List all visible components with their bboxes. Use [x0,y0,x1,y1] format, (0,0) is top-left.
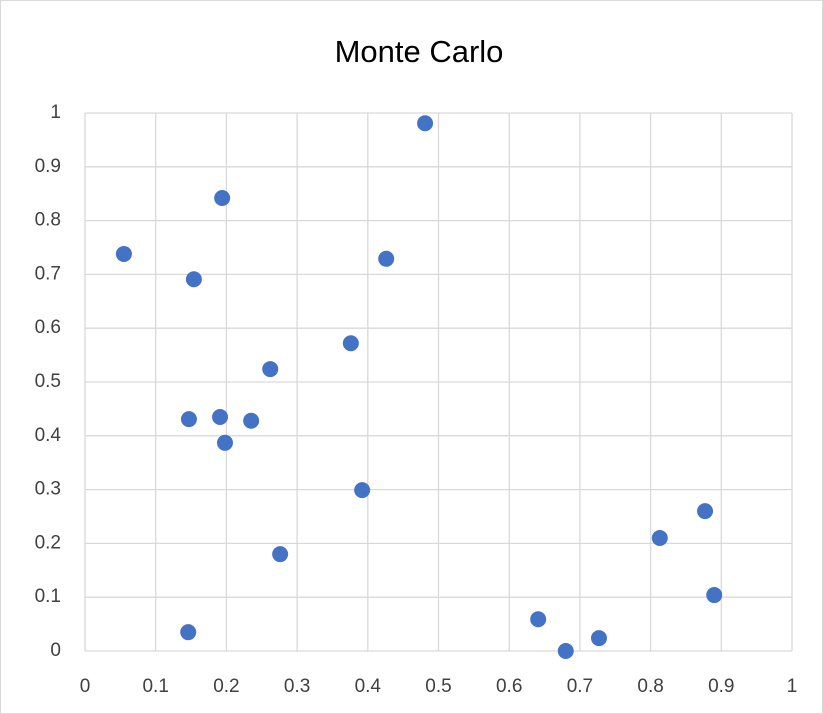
point [557,643,574,659]
x-tick-label: 0.9 [708,676,734,697]
y-tick-label: 0.2 [35,532,61,553]
y-tick-label: 0.7 [35,263,61,284]
y-tick-label: 0.5 [35,371,61,392]
x-tick-label: 1 [787,676,798,697]
point [180,411,197,428]
y-tick-label: 0.1 [35,586,61,607]
chart-title: Monte Carlo [335,34,504,69]
point [115,245,132,262]
y-tick-label: 0.6 [35,317,61,338]
x-tick-label: 0.2 [213,676,239,697]
point [378,250,395,267]
x-tick-label: 0.4 [355,676,382,697]
y-tick-label: 0.9 [35,156,61,177]
y-tick-label: 1 [50,102,61,123]
point [214,190,231,207]
point [706,587,723,604]
y-tick-label: 0.3 [35,479,61,500]
point [212,408,229,425]
point [185,271,202,288]
point [262,361,279,378]
point [697,503,714,520]
x-tick-label: 0 [80,676,91,697]
point [417,115,434,132]
x-tick-label: 0.7 [567,676,593,697]
point [590,630,607,647]
x-tick-label: 0.1 [142,676,168,697]
point [243,412,260,429]
point [342,335,359,352]
point [651,530,668,547]
point [354,482,371,499]
point [272,546,289,563]
x-tick-label: 0.8 [637,676,663,697]
point [530,611,547,628]
y-tick-label: 0.8 [35,210,61,231]
x-tick-label: 0.5 [425,676,451,697]
point [180,624,197,641]
y-tick-label: 0 [50,640,61,661]
y-tick-label: 0.4 [35,425,62,446]
point [216,434,233,451]
x-tick-label: 0.6 [496,676,522,697]
x-tick-label: 0.3 [284,676,310,697]
